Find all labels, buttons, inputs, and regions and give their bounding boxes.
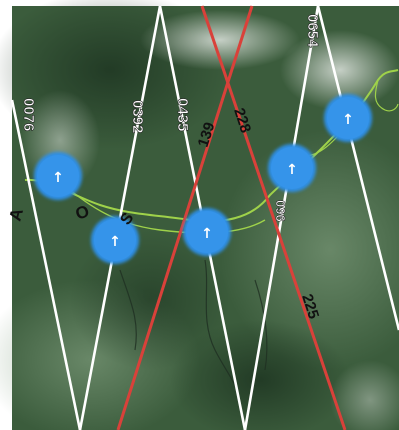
station-3-arrow-icon: ↑ — [201, 226, 213, 242]
station-marker-4[interactable]: ↑ — [268, 144, 316, 192]
station-5-arrow-icon: ↑ — [342, 112, 354, 128]
station-4-arrow-icon: ↑ — [286, 162, 298, 178]
track-label-225: 225 — [298, 292, 322, 321]
station-2-arrow-icon: ↑ — [109, 234, 121, 250]
track-label-0076: 0076 — [20, 98, 37, 131]
red-track-2 — [200, 5, 347, 430]
station-marker-3[interactable]: ↑ — [183, 208, 231, 256]
track-labels: 0076 0392 0435 0654 096 139 228 225 — [20, 14, 322, 321]
track-label-096: 096 — [273, 200, 288, 222]
white-track-5 — [316, 5, 399, 331]
station-1-arrow-icon: ↑ — [52, 170, 64, 186]
track-label-0392: 0392 — [129, 100, 146, 133]
letter-o: O — [73, 201, 92, 223]
station-marker-1[interactable]: ↑ — [34, 152, 82, 200]
white-track-4 — [243, 5, 320, 430]
red-orbit-tracks — [116, 5, 347, 430]
white-track-1 — [10, 99, 82, 430]
stations: ↑ ↑ ↑ ↑ ↑ — [34, 94, 372, 264]
station-marker-5[interactable]: ↑ — [324, 94, 372, 142]
track-label-228: 228 — [230, 106, 254, 135]
letter-a: A — [6, 206, 28, 223]
track-label-0435: 0435 — [174, 98, 191, 131]
red-track-1 — [116, 5, 254, 430]
track-label-0654: 0654 — [304, 14, 321, 48]
tributaries — [119, 259, 268, 401]
track-label-139: 139 — [195, 120, 219, 149]
station-marker-2[interactable]: ↑ — [91, 216, 139, 264]
